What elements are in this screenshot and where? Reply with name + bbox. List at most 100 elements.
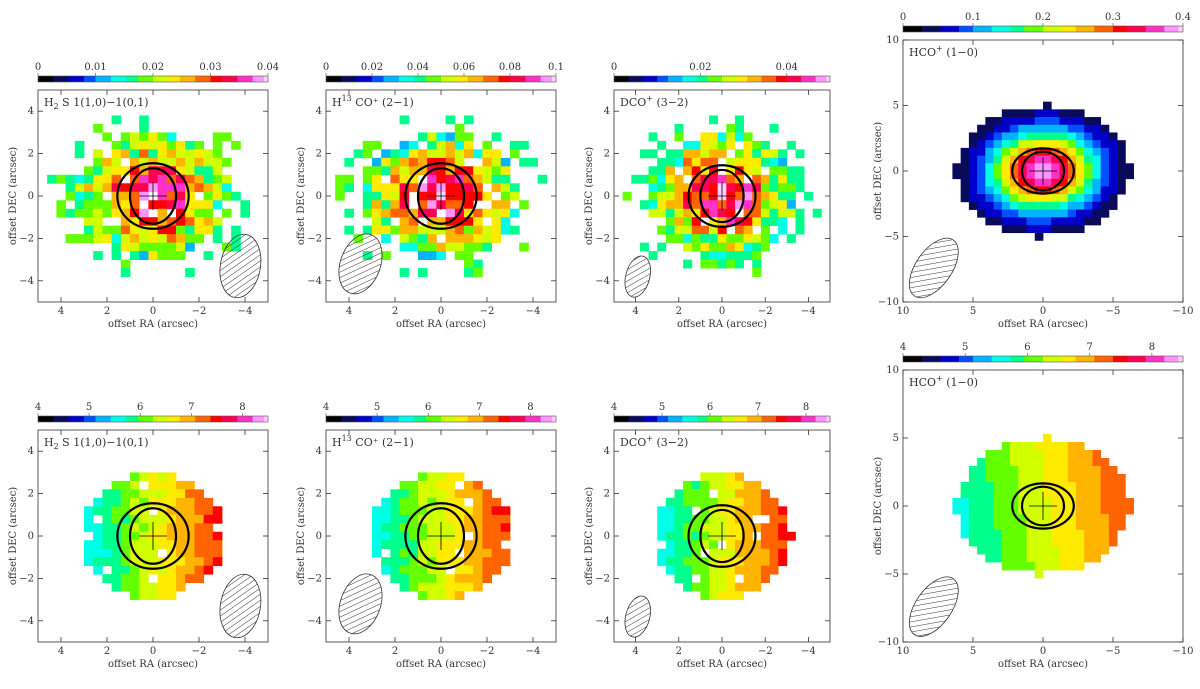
colorbar-segment xyxy=(1047,356,1053,362)
colorbar-segment xyxy=(356,76,361,82)
map-pixel xyxy=(1092,458,1102,467)
map-pixel xyxy=(717,582,727,592)
map-pixel xyxy=(726,174,736,184)
colorbar-segment xyxy=(464,416,469,422)
map-pixel xyxy=(1059,224,1069,234)
map-pixel xyxy=(1108,530,1118,539)
colorbar-segment xyxy=(260,76,265,82)
map-pixel xyxy=(769,506,779,516)
colorbar-segment xyxy=(202,76,208,82)
map-pixel xyxy=(1108,194,1118,203)
map-pixel xyxy=(1001,514,1011,523)
map-pixel xyxy=(1034,522,1044,531)
map-pixel xyxy=(408,582,419,592)
map-pixel xyxy=(464,480,474,490)
colorbar-segment xyxy=(91,76,96,82)
map-pixel xyxy=(139,208,149,218)
colorbar-segment xyxy=(53,76,58,82)
map-pixel xyxy=(1075,562,1085,571)
colorbar-segment xyxy=(945,356,951,362)
map-pixel xyxy=(700,489,710,499)
map-pixel xyxy=(491,540,502,550)
y-tick-label: 0 xyxy=(316,191,322,202)
colorbar-segment xyxy=(973,26,979,32)
y-tick-label: 0 xyxy=(893,166,899,177)
map-pixel xyxy=(709,548,719,558)
map-pixel xyxy=(960,530,970,539)
map-pixel xyxy=(1084,458,1093,467)
map-pixel xyxy=(464,259,474,269)
map-pixel xyxy=(1067,490,1077,499)
map-pixel xyxy=(1001,554,1011,563)
map-pixel xyxy=(500,523,511,533)
map-pixel xyxy=(1026,109,1036,118)
colorbar-tick-label: 0.3 xyxy=(1105,12,1121,23)
map-pixel xyxy=(1026,155,1036,164)
map-pixel xyxy=(130,489,140,499)
colorbar-segment xyxy=(149,76,154,82)
colorbar-segment xyxy=(1071,356,1077,362)
map-pixel xyxy=(482,523,492,533)
map-pixel xyxy=(464,208,474,218)
x-tick-label: 4 xyxy=(58,646,64,657)
map-pixel xyxy=(399,157,410,167)
map-pixel xyxy=(1010,117,1019,126)
map-pixel xyxy=(130,149,140,159)
map-pixel xyxy=(185,574,195,584)
map-pixel xyxy=(102,132,112,142)
map-pixel xyxy=(111,497,122,507)
map-pixel xyxy=(726,591,736,600)
map-pixel xyxy=(1010,538,1019,547)
map-pixel xyxy=(1084,514,1093,523)
map-pixel xyxy=(510,149,520,159)
map-pixel xyxy=(1092,522,1102,531)
map-pixel xyxy=(148,557,158,567)
map-pixel xyxy=(778,540,788,550)
map-pixel xyxy=(993,132,1003,141)
map-pixel xyxy=(1117,178,1126,187)
map-pixel xyxy=(734,234,744,244)
colorbar-segment xyxy=(544,76,549,82)
map-pixel xyxy=(185,540,195,550)
map-pixel xyxy=(743,157,753,167)
map-pixel xyxy=(1043,132,1052,141)
map-pixel xyxy=(648,132,658,142)
map-pixel xyxy=(674,506,684,516)
colorbar-segment xyxy=(433,416,438,422)
map-pixel xyxy=(657,523,667,533)
colorbar-segment xyxy=(642,416,647,422)
colorbar-segment xyxy=(536,416,542,422)
map-pixel xyxy=(454,217,465,227)
map-pixel xyxy=(185,225,195,235)
map-pixel xyxy=(734,191,744,201)
map-pixel xyxy=(977,538,986,547)
map-pixel xyxy=(185,548,195,558)
x-axis-label: offset RA (arcsec) xyxy=(998,659,1088,670)
colorbar-tick-label: 6 xyxy=(425,402,431,413)
colorbar-segment xyxy=(1089,356,1095,362)
map-pixel xyxy=(665,183,675,193)
colorbar-segment xyxy=(110,76,116,82)
map-pixel xyxy=(491,217,502,227)
map-pixel xyxy=(212,174,223,184)
colorbar-segment xyxy=(768,416,773,422)
colorbar-segment xyxy=(632,416,637,422)
colorbar-segment xyxy=(383,416,388,422)
map-pixel xyxy=(795,174,805,184)
map-pixel xyxy=(726,132,736,142)
map-pixel xyxy=(752,268,762,277)
map-pixel xyxy=(709,157,719,167)
map-pixel xyxy=(657,183,667,193)
map-pixel xyxy=(240,200,250,210)
colorbar-segment xyxy=(80,76,85,82)
map-pixel xyxy=(157,574,168,584)
map-pixel xyxy=(700,259,710,269)
colorbar-segment xyxy=(540,416,545,422)
map-pixel xyxy=(1018,201,1027,210)
map-pixel xyxy=(683,259,693,269)
x-tick-label: 4 xyxy=(58,306,64,317)
map-pixel xyxy=(194,557,204,567)
map-pixel xyxy=(93,234,103,244)
map-pixel xyxy=(769,234,779,244)
